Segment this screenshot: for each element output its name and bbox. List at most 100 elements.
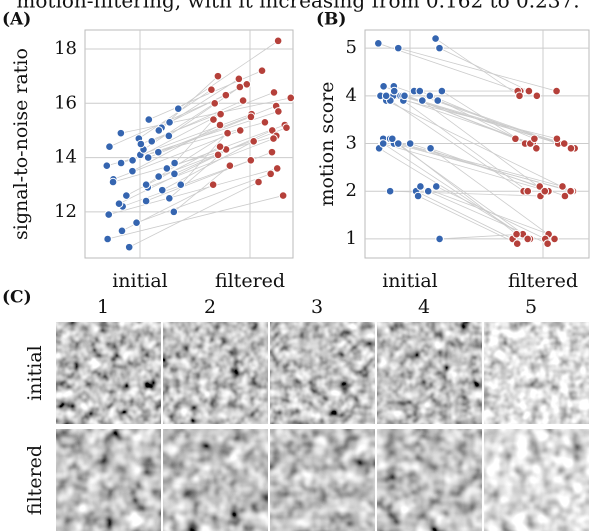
- point: [523, 234, 532, 244]
- point: [272, 164, 282, 173]
- pair-line: [439, 233, 523, 240]
- point: [266, 169, 275, 179]
- point: [512, 229, 521, 239]
- pair-line: [158, 127, 287, 177]
- point: [543, 239, 552, 248]
- point: [415, 86, 425, 96]
- column-label: 1: [97, 296, 109, 318]
- pair-line: [140, 92, 275, 145]
- point: [260, 117, 270, 127]
- y-axis-label: motion score: [316, 81, 338, 206]
- point: [566, 143, 576, 153]
- point: [437, 86, 447, 96]
- point: [213, 150, 223, 160]
- point: [164, 131, 174, 141]
- point: [523, 186, 533, 196]
- point: [141, 196, 151, 206]
- panel-label: (C): [2, 288, 32, 308]
- point: [560, 191, 570, 201]
- point: [169, 207, 179, 217]
- point: [393, 139, 403, 148]
- point: [381, 91, 391, 101]
- pair-line: [415, 190, 513, 240]
- point: [114, 199, 124, 209]
- point: [144, 115, 154, 124]
- point: [238, 96, 248, 105]
- point: [122, 191, 131, 200]
- x-tick-label: initial: [112, 270, 168, 292]
- pair-line: [383, 138, 563, 187]
- point: [532, 143, 541, 153]
- point: [105, 142, 114, 152]
- image-tile: [377, 429, 482, 531]
- pair-line: [430, 147, 555, 240]
- point: [143, 153, 153, 162]
- point: [246, 112, 256, 122]
- pair-line: [437, 100, 574, 149]
- point: [267, 147, 277, 157]
- pair-line: [439, 47, 530, 92]
- point: [400, 91, 409, 101]
- panel-label: (A): [2, 10, 31, 30]
- point: [282, 123, 291, 133]
- x-tick-label: filtered: [215, 270, 285, 292]
- image-tile: [163, 322, 268, 424]
- point: [157, 185, 167, 195]
- point: [210, 98, 220, 108]
- point: [165, 193, 174, 203]
- point: [116, 128, 126, 138]
- pair-line: [132, 113, 221, 161]
- x-tick-label: filtered: [508, 270, 578, 292]
- point: [532, 91, 542, 101]
- point: [433, 96, 443, 105]
- pair-line: [132, 124, 221, 172]
- point: [235, 82, 245, 92]
- point: [550, 234, 559, 244]
- point: [209, 115, 218, 124]
- point: [274, 107, 283, 116]
- point: [162, 164, 172, 173]
- point: [104, 210, 114, 219]
- y-tick-label: 12: [54, 201, 77, 222]
- point: [170, 169, 179, 179]
- panel-label: (B): [316, 10, 346, 30]
- point: [426, 143, 435, 153]
- point: [254, 177, 263, 187]
- point: [207, 85, 216, 95]
- pair-line: [386, 95, 558, 140]
- point: [102, 161, 112, 171]
- pair-line: [435, 38, 520, 97]
- point: [117, 226, 127, 236]
- point: [257, 66, 267, 76]
- pair-line: [404, 95, 565, 144]
- image-tile: [56, 322, 161, 424]
- point: [540, 186, 550, 196]
- point: [511, 134, 520, 144]
- point: [165, 117, 174, 127]
- point: [173, 104, 183, 114]
- point: [379, 81, 388, 91]
- point: [278, 191, 288, 200]
- point: [418, 96, 427, 105]
- point: [216, 109, 225, 119]
- pair-line: [436, 186, 546, 240]
- point: [269, 134, 278, 143]
- pair-line: [120, 97, 291, 134]
- pair-line: [136, 173, 271, 224]
- point: [108, 177, 118, 187]
- image-tile: [56, 429, 161, 531]
- point: [512, 239, 522, 248]
- image-tile: [163, 429, 268, 531]
- point: [413, 191, 423, 201]
- point: [405, 139, 415, 148]
- point: [559, 139, 569, 148]
- column-label: 4: [418, 296, 430, 318]
- plot-area: [84, 29, 294, 259]
- point: [552, 86, 561, 96]
- point: [423, 186, 433, 196]
- y-tick-label: 18: [54, 38, 77, 59]
- pair-line: [422, 100, 546, 192]
- point: [558, 182, 567, 191]
- point: [515, 91, 524, 101]
- pair-line: [382, 143, 549, 192]
